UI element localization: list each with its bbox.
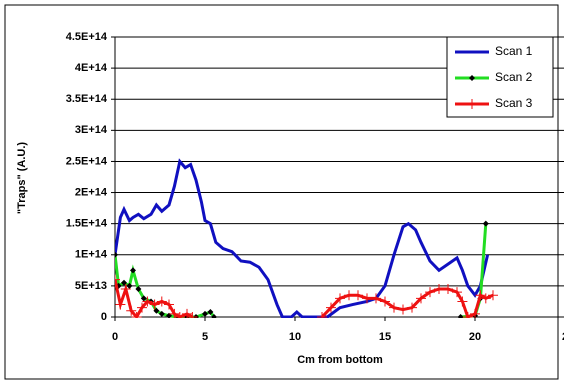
marker bbox=[126, 305, 137, 316]
x-tick-label: 5 bbox=[202, 331, 208, 343]
plot bbox=[115, 158, 498, 318]
marker bbox=[174, 312, 185, 318]
marker bbox=[169, 308, 180, 318]
marker bbox=[166, 312, 172, 318]
marker bbox=[380, 296, 390, 307]
x-tick-label: 10 bbox=[289, 331, 301, 343]
marker bbox=[135, 286, 142, 292]
legend-label: Scan 3 bbox=[495, 96, 533, 110]
x-tick-label: 2 bbox=[562, 331, 564, 343]
marker bbox=[187, 312, 198, 318]
marker bbox=[443, 284, 453, 294]
y-tick-label: 0 bbox=[101, 311, 107, 323]
marker bbox=[131, 312, 142, 318]
marker bbox=[480, 293, 491, 304]
marker bbox=[202, 310, 208, 317]
marker bbox=[164, 299, 174, 310]
marker bbox=[452, 287, 462, 298]
y-tick-label: 2.5E+14 bbox=[66, 155, 108, 167]
marker bbox=[470, 308, 480, 318]
marker bbox=[475, 290, 486, 301]
marker bbox=[130, 267, 136, 274]
marker bbox=[149, 299, 160, 310]
y-axis-title: "Traps" (A.U.) bbox=[16, 142, 28, 214]
marker bbox=[362, 293, 372, 304]
y-tick-label: 5E+13 bbox=[75, 280, 107, 292]
marker bbox=[158, 310, 165, 317]
marker bbox=[457, 314, 464, 318]
x-tick-label: 20 bbox=[469, 331, 481, 343]
marker bbox=[398, 304, 408, 315]
marker bbox=[140, 295, 147, 302]
y-tick-label: 3E+14 bbox=[75, 124, 108, 136]
y-tick-label: 4E+14 bbox=[75, 62, 108, 74]
marker bbox=[389, 302, 399, 313]
legend-label: Scan 1 bbox=[495, 44, 533, 58]
marker bbox=[142, 296, 153, 307]
marker bbox=[416, 293, 426, 304]
x-tick-label: 0 bbox=[112, 331, 118, 343]
marker bbox=[425, 287, 435, 298]
legend-label: Scan 2 bbox=[495, 70, 533, 84]
legend-marker bbox=[469, 75, 475, 81]
marker bbox=[115, 274, 120, 285]
marker bbox=[482, 220, 489, 227]
marker bbox=[156, 296, 167, 307]
marker bbox=[182, 308, 192, 318]
marker bbox=[115, 299, 126, 310]
marker bbox=[317, 312, 327, 318]
marker bbox=[353, 290, 363, 301]
x-tick-label: 15 bbox=[379, 331, 391, 343]
x-axis-title: Cm from bottom bbox=[297, 354, 383, 366]
marker bbox=[211, 314, 217, 318]
marker bbox=[335, 293, 345, 304]
marker bbox=[120, 284, 131, 294]
marker bbox=[126, 282, 133, 289]
marker bbox=[326, 302, 336, 313]
series-line bbox=[115, 158, 490, 318]
legend-marker bbox=[467, 99, 477, 109]
marker bbox=[407, 302, 417, 313]
marker bbox=[371, 293, 381, 304]
marker bbox=[457, 296, 468, 307]
marker bbox=[434, 284, 444, 294]
marker bbox=[207, 309, 214, 316]
y-tick-label: 4.5E+14 bbox=[66, 31, 108, 43]
y-tick-label: 2E+14 bbox=[75, 186, 108, 198]
marker bbox=[462, 312, 473, 318]
y-tick-label: 1.5E+14 bbox=[66, 218, 108, 230]
marker bbox=[344, 290, 354, 301]
marker bbox=[137, 302, 147, 313]
marker bbox=[488, 290, 498, 301]
y-tick-label: 3.5E+14 bbox=[66, 93, 108, 105]
marker bbox=[115, 251, 118, 258]
y-tick-label: 1E+14 bbox=[75, 249, 108, 261]
